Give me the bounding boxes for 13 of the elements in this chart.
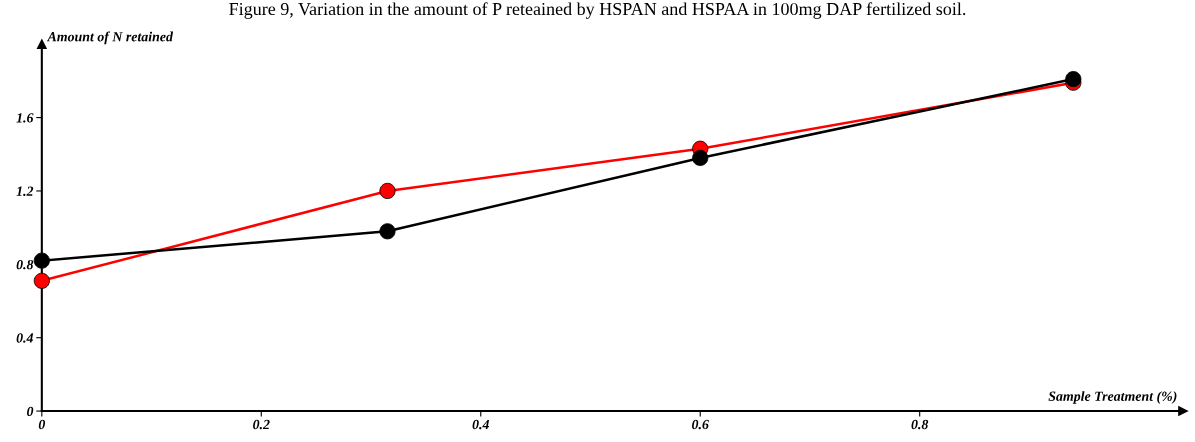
x-tick-label: 0.4 <box>472 419 490 430</box>
x-tick-label: 0 <box>38 419 46 430</box>
x-tick-label: 0.8 <box>911 419 929 430</box>
y-tick-label: 0 <box>27 406 34 417</box>
y-axis-title: Amount of N retained <box>46 31 174 45</box>
y-tick-label: 0.4 <box>16 333 34 343</box>
y-tick-label: 0.8 <box>16 259 34 270</box>
y-tick-label: 1.2 <box>16 186 34 196</box>
x-axis-title: Sample Treatment (%) <box>1048 391 1177 404</box>
y-tick-label: 1.6 <box>16 113 34 123</box>
chart-title: Figure 9, Variation in the amount of P reteained by HSPAN and HSPAA in 100mg DAP fertilized soil. <box>229 2 966 19</box>
x-tick-label: 0.6 <box>692 419 709 430</box>
x-tick-label: 0.2 <box>253 419 270 430</box>
